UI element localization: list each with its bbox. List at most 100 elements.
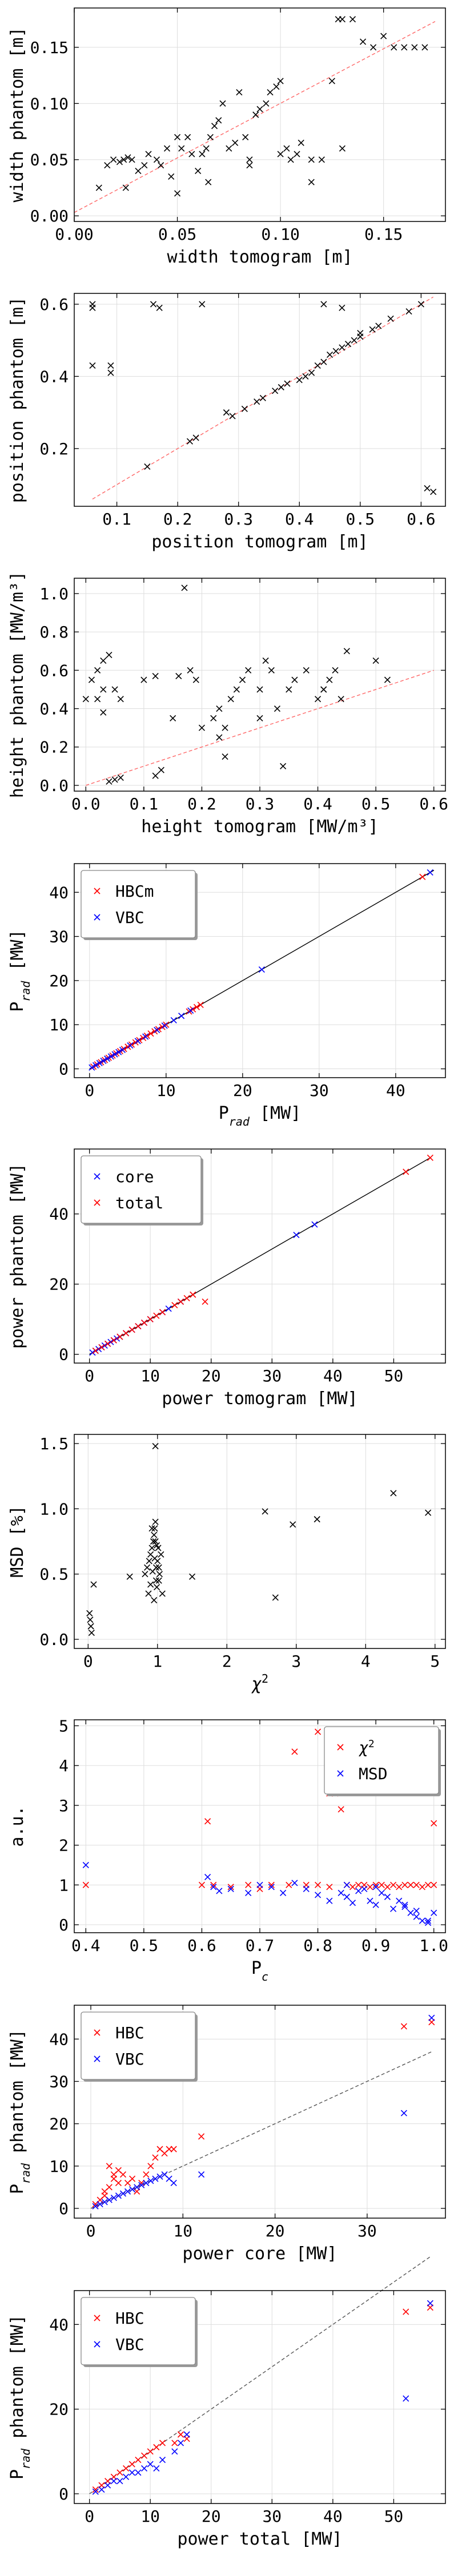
y-tick-label: 0 xyxy=(59,2485,69,2504)
data-point xyxy=(156,1571,163,1578)
data-point xyxy=(252,111,259,118)
data-point xyxy=(110,2171,117,2178)
data-point xyxy=(283,145,290,152)
data-point xyxy=(411,44,418,51)
data-point xyxy=(222,753,228,760)
data-point xyxy=(150,301,157,308)
x-tick-label: 5 xyxy=(430,1652,440,1671)
data-point xyxy=(104,162,111,169)
data-point xyxy=(170,715,176,721)
data-point xyxy=(170,2179,177,2187)
chart-1: 0.00 0.05 0.10 0.15 0.00 0.05 0.10 0.15 width to… xyxy=(7,7,446,267)
data-point xyxy=(140,2452,148,2459)
y-tick-label: 0.00 xyxy=(30,207,69,225)
data-point xyxy=(123,2473,130,2480)
reference-line xyxy=(92,296,434,499)
data-point xyxy=(181,584,188,591)
data-point xyxy=(100,686,107,693)
y-tick-label: 0.4 xyxy=(39,700,69,719)
data-point xyxy=(387,315,394,322)
x-tick-label: 0.2 xyxy=(187,795,216,813)
y-tick-label: 4 xyxy=(59,1756,69,1775)
data-point xyxy=(202,1298,208,1305)
data-point xyxy=(82,696,89,703)
data-point xyxy=(151,1531,158,1538)
data-point xyxy=(338,696,344,703)
chart-7: 0.4 0.5 0.6 0.7 0.8 0.9 1.0 0 1 2 3 4 5 Pc a.u. χ2 MSD xyxy=(7,1716,448,1984)
x-tick-label: 0.1 xyxy=(102,510,131,529)
x-axis-label: χ2 xyxy=(251,1672,268,1694)
data-point xyxy=(396,1897,403,1904)
data-point xyxy=(92,1347,99,1354)
series-vbc xyxy=(92,2300,433,2495)
data-point xyxy=(326,351,334,358)
data-point xyxy=(152,1577,159,1584)
x-tick-label: 0.6 xyxy=(419,795,448,813)
data-point xyxy=(171,2448,178,2455)
x-tick-label: 1 xyxy=(152,1652,162,1671)
data-point xyxy=(245,667,252,674)
x-tick-label: 10 xyxy=(173,2222,192,2240)
data-point xyxy=(367,1897,373,1904)
x-tick-label: 2 xyxy=(222,1652,232,1671)
data-point xyxy=(198,724,206,731)
data-point xyxy=(245,1881,252,1888)
plot-frame xyxy=(74,293,446,507)
data-point xyxy=(128,1327,135,1333)
series-vbc xyxy=(89,869,433,1071)
data-point xyxy=(123,1330,130,1337)
data-point xyxy=(195,167,202,174)
data-point xyxy=(216,734,223,741)
data-point xyxy=(159,1309,166,1316)
data-point xyxy=(186,438,194,445)
x-tick-label: 30 xyxy=(310,1081,329,1100)
data-point xyxy=(308,156,315,163)
data-point xyxy=(158,767,164,773)
data-point xyxy=(372,1901,379,1908)
data-point xyxy=(128,2461,135,2468)
x-tick-label: 0 xyxy=(85,1366,94,1385)
data-point xyxy=(170,1017,177,1024)
y-tick-label: 20 xyxy=(49,2400,69,2419)
data-point xyxy=(177,2440,184,2446)
chart-6: 0 1 2 3 4 5 0.0 0.5 1.0 1.5 χ2 MSD [%] xyxy=(7,1434,446,1694)
data-point xyxy=(152,1518,159,1525)
y-tick-label: 2 xyxy=(59,1836,69,1855)
data-point xyxy=(105,2482,111,2489)
data-point xyxy=(82,1881,89,1888)
y-tick-label: 30 xyxy=(49,928,69,946)
legend-marker xyxy=(94,1173,101,1180)
data-point xyxy=(174,190,181,197)
data-point xyxy=(124,154,131,161)
data-point xyxy=(154,1583,160,1591)
data-point xyxy=(199,151,206,158)
data-point xyxy=(428,2014,435,2021)
legend-label: HBC xyxy=(115,2023,144,2042)
x-tick-label: 0.6 xyxy=(407,510,436,529)
data-point xyxy=(343,1881,350,1888)
legend-marker xyxy=(94,1199,101,1206)
x-tick-label: 1.0 xyxy=(419,1936,448,1955)
data-point xyxy=(170,2146,177,2152)
chart-8: 0 10 20 30 0 10 20 30 40 power core [MW] Prad phan… xyxy=(7,2005,446,2264)
data-point xyxy=(115,1049,122,1055)
series- xyxy=(82,1728,437,1892)
data-point xyxy=(390,1490,397,1497)
data-point xyxy=(152,672,159,679)
data-point xyxy=(303,1885,310,1892)
x-tick-label: 30 xyxy=(262,2507,282,2526)
data-point xyxy=(326,676,333,683)
data-point xyxy=(128,156,135,163)
data-point xyxy=(318,156,325,163)
legend-label: χ2 xyxy=(359,1738,375,1757)
y-tick-label: 20 xyxy=(49,971,69,990)
data-point xyxy=(339,304,345,311)
data-point xyxy=(95,1345,102,1352)
data-point xyxy=(188,1573,196,1580)
chart-9: 0 10 20 30 40 50 0 20 40 power total [MW] Prad pha… xyxy=(7,2256,446,2549)
data-point xyxy=(178,145,185,152)
data-point xyxy=(351,337,357,344)
legend: χ2 MSD xyxy=(324,1726,441,1796)
data-point xyxy=(87,1616,94,1623)
data-point xyxy=(291,676,298,683)
